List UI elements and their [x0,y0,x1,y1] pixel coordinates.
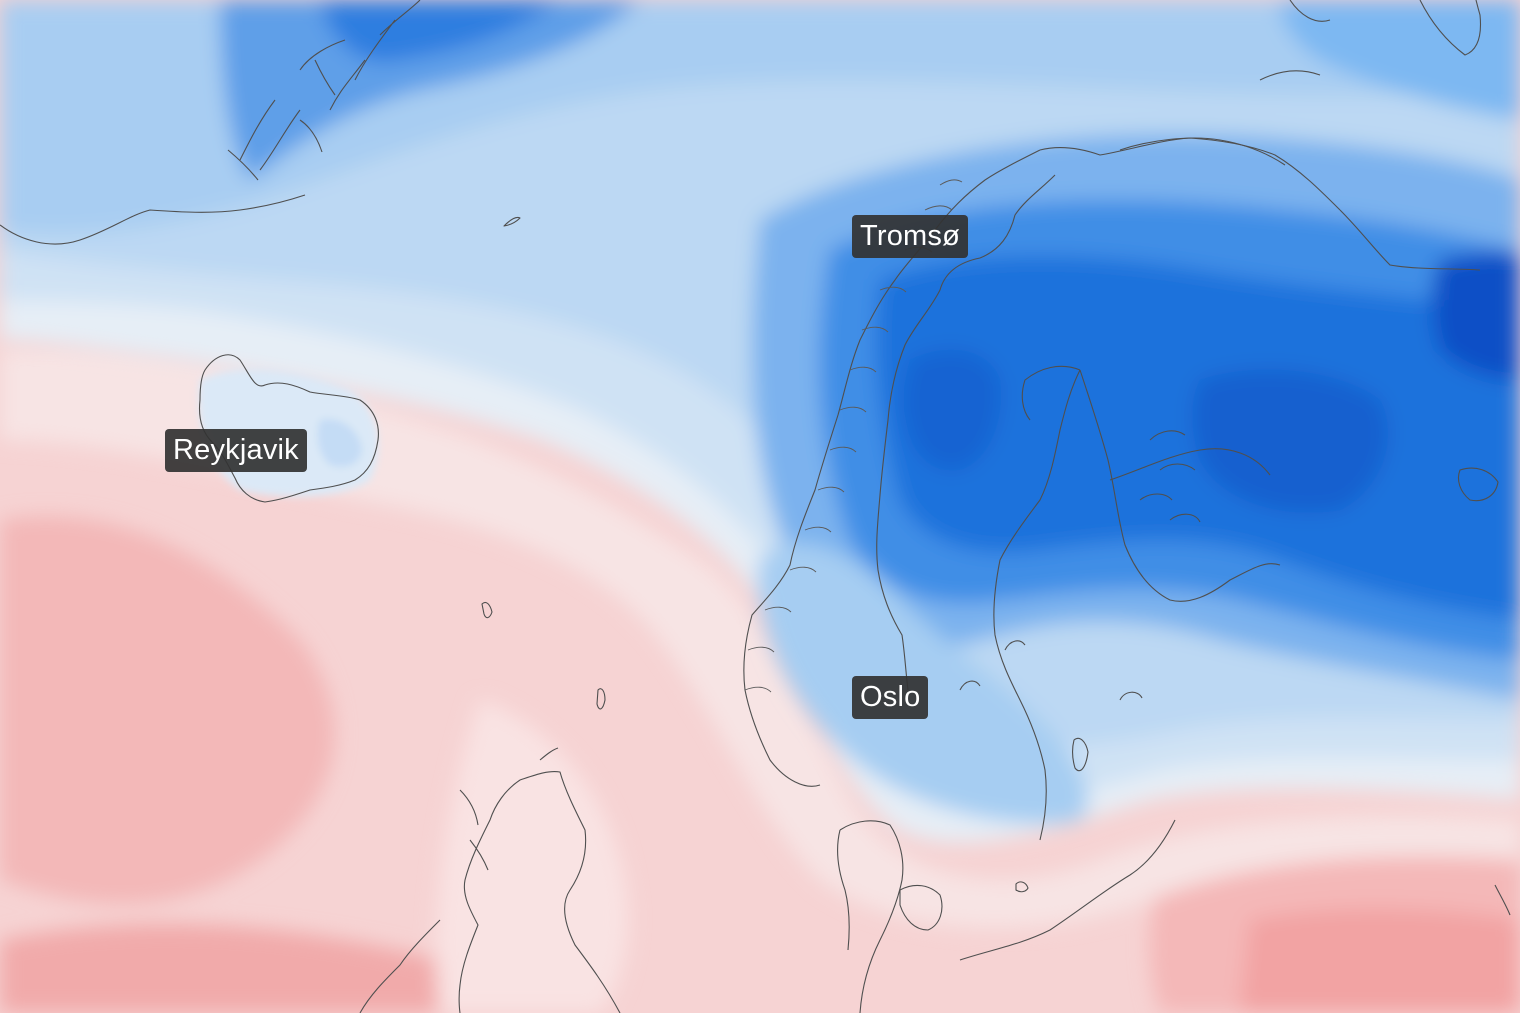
warm-patch-southeast [1240,908,1520,1013]
cold-deep-finland [1192,369,1388,513]
cold-deep-east [1432,251,1520,380]
city-label-tromso[interactable]: Tromsø [852,215,968,258]
sweden-east-coast [993,369,1081,841]
lakes [959,640,1143,701]
warm-patch-west [0,516,335,904]
greenland-fjords [227,59,336,181]
zealand [899,884,943,931]
bornholm [1015,881,1029,893]
east-coast-fragment [1494,884,1511,916]
kola-coast [1119,0,1331,166]
baltic-south-coast [959,819,1176,961]
finland-coast [1079,369,1281,602]
city-label-reykjavik[interactable]: Reykjavik [165,429,307,472]
uk-islands [459,747,559,871]
cold-deep-norway [902,349,1001,471]
white-sea [1419,0,1482,56]
finland-lakes [1139,430,1201,523]
bothnia-top [1021,365,1081,421]
cool-northeast [1280,0,1520,120]
iceland-cool-core [317,419,362,467]
cold-greenland-core [320,0,560,62]
russia-border [1339,209,1481,271]
cold-greenland [220,0,640,180]
gotland [1072,737,1089,772]
greenland-coast [0,0,421,245]
norway-sweden-border [876,174,1056,691]
denmark-coast [836,820,904,1013]
small-islands [481,601,606,710]
uk-coast [359,771,621,1013]
city-label-oslo[interactable]: Oslo [852,676,929,719]
lake-ladoga [1457,467,1499,502]
jan-mayen [503,216,521,227]
warm-light-britain [436,700,629,1013]
warm-light-band [0,348,1520,928]
fjord-details [744,179,963,693]
